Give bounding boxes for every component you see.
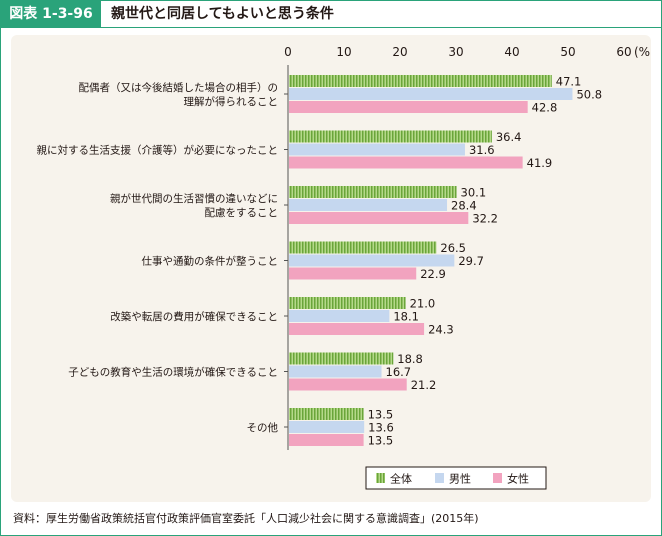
figure-title: 親世代と同居してもよいと思う条件 (111, 6, 334, 22)
category-label: その他 (247, 421, 279, 434)
figure-label: 図表 1-3-96 (1, 1, 101, 27)
x-tick-label: 40 (504, 45, 519, 59)
data-label: 22.9 (420, 267, 446, 281)
bar-all (289, 130, 492, 143)
category-label: 親に対する生活支援（介護等）が必要になったこと (37, 144, 279, 157)
bar-female (289, 434, 364, 446)
data-label: 41.9 (527, 156, 553, 170)
data-label: 26.5 (440, 241, 466, 255)
bar-female (289, 212, 469, 224)
bar-all (289, 352, 394, 365)
data-label: 36.4 (496, 130, 522, 144)
legend-label: 全体 (390, 472, 412, 486)
data-label: 32.2 (472, 212, 498, 226)
category-label: 配偶者（又は今後結婚した場合の相手）の (79, 81, 279, 94)
x-tick-label: 20 (392, 45, 407, 59)
figure-header: 図表 1-3-96 親世代と同居してもよいと思う条件 (1, 1, 661, 28)
bar-all (289, 241, 437, 254)
x-tick-label: 10 (336, 45, 351, 59)
bar-male (289, 199, 448, 211)
data-label: 13.5 (368, 408, 394, 422)
x-tick-label: 0 (284, 45, 292, 59)
bar-male (289, 310, 390, 322)
data-label: 13.5 (368, 434, 394, 448)
category-label: 親が世代間の生活習慣の違いなどに (110, 192, 278, 205)
source-note: 資料：厚生労働省政策統括官付政策評価官室委託「人口減少社会に関する意識調査」(2… (13, 512, 479, 525)
data-label: 21.0 (410, 297, 436, 311)
bar-male (289, 421, 365, 433)
category-label: 仕事や通勤の条件が整うこと (142, 255, 279, 268)
x-tick-label: 30 (448, 45, 463, 59)
x-unit-label: (%) (634, 45, 651, 59)
bar-male (289, 254, 455, 267)
x-tick-label: 60 (616, 45, 631, 59)
legend-swatch-all (376, 473, 385, 483)
bar-all (289, 408, 364, 420)
bar-chart: 0 10 20 30 40 50 60(%) 配偶者（又は今後結婚した場合の相手）の理解が得… (37, 45, 651, 490)
data-label: 28.4 (451, 199, 477, 213)
data-label: 21.2 (411, 378, 437, 392)
legend-box (365, 466, 547, 490)
x-tick-label: 50 (560, 45, 575, 59)
data-label: 42.8 (532, 101, 558, 115)
bar-all (289, 297, 406, 309)
category-label: 改築や転居の費用が確保できること (110, 310, 278, 323)
legend-swatch-male (435, 473, 444, 483)
legend-swatch-female (493, 473, 502, 483)
bar-female (289, 267, 417, 280)
data-label: 13.6 (368, 421, 394, 435)
bar-male (289, 143, 465, 156)
data-label: 18.8 (397, 352, 423, 366)
category-label: 配慮をすること (205, 206, 279, 219)
bar-female (289, 378, 407, 391)
data-label: 30.1 (461, 186, 487, 200)
bar-female (289, 156, 523, 169)
bar-male (289, 365, 382, 378)
category-label: 子どもの教育や生活の環境が確保できること (68, 366, 278, 379)
bar-female (289, 323, 425, 335)
bar-male (289, 88, 573, 100)
data-label: 31.6 (469, 143, 495, 157)
data-label: 29.7 (458, 254, 484, 268)
data-label: 50.8 (576, 88, 602, 102)
category-label: 理解が得られること (184, 95, 279, 108)
data-label: 24.3 (428, 323, 454, 337)
data-label: 18.1 (393, 310, 419, 324)
bar-all (289, 75, 552, 87)
data-label: 16.7 (386, 365, 412, 379)
data-label: 47.1 (556, 75, 582, 89)
bar-female (289, 101, 528, 113)
legend-label: 男性 (449, 472, 471, 486)
chart-panel: 0 10 20 30 40 50 60(%) 配偶者（又は今後結婚した場合の相手）の理解が得… (11, 35, 651, 502)
legend-label: 女性 (507, 472, 529, 486)
bar-all (289, 186, 457, 198)
